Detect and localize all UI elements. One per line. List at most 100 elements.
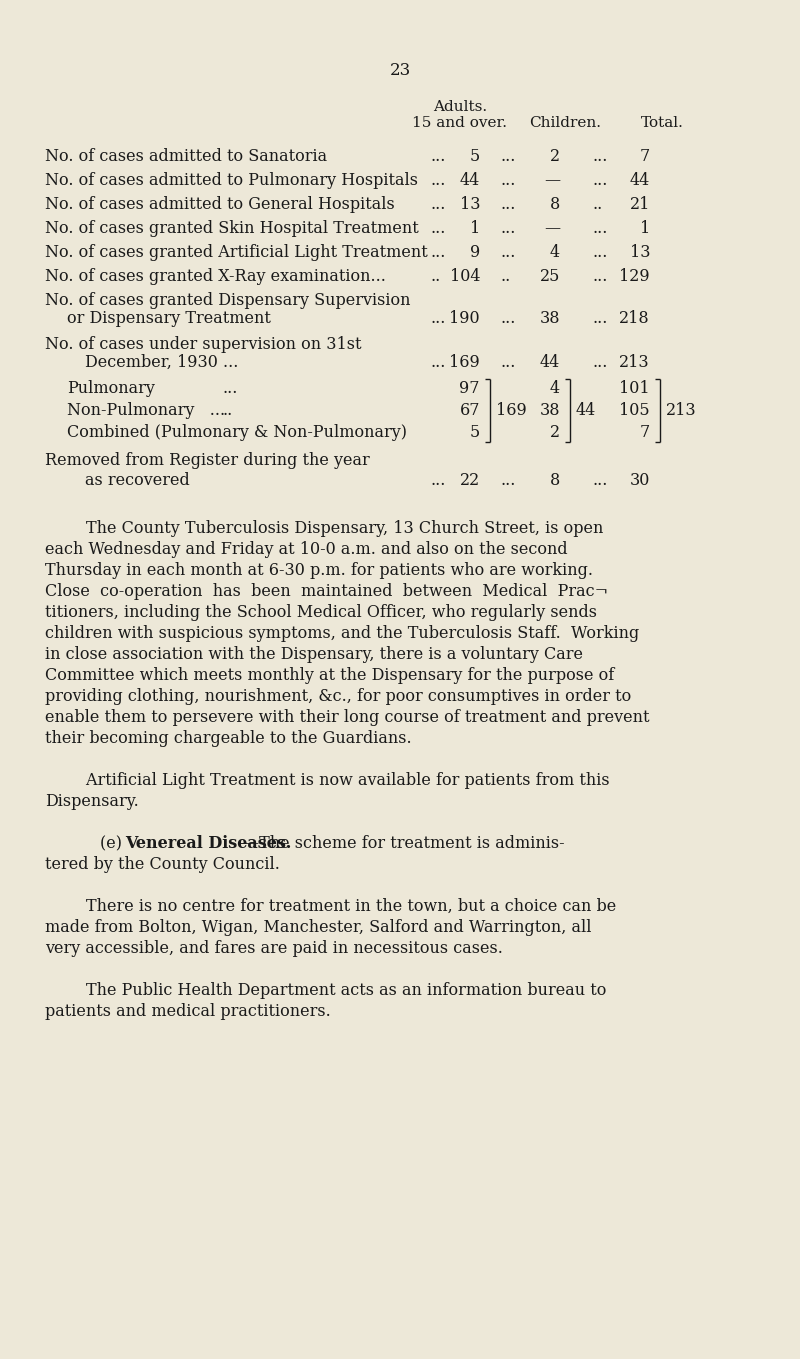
Text: 23: 23 bbox=[390, 63, 410, 79]
Text: 38: 38 bbox=[539, 402, 560, 419]
Text: 8: 8 bbox=[550, 472, 560, 489]
Text: Children.: Children. bbox=[529, 116, 601, 130]
Text: ...: ... bbox=[592, 310, 607, 328]
Text: ...: ... bbox=[592, 353, 607, 371]
Text: ...: ... bbox=[500, 173, 515, 189]
Text: ...: ... bbox=[592, 268, 607, 285]
Text: Committee which meets monthly at the Dispensary for the purpose of: Committee which meets monthly at the Dis… bbox=[45, 667, 614, 684]
Text: patients and medical practitioners.: patients and medical practitioners. bbox=[45, 1003, 330, 1021]
Text: 104: 104 bbox=[450, 268, 480, 285]
Text: ...: ... bbox=[430, 245, 446, 261]
Text: ...: ... bbox=[500, 196, 515, 213]
Text: 2: 2 bbox=[550, 424, 560, 442]
Text: Pulmonary: Pulmonary bbox=[67, 381, 155, 397]
Text: ..: .. bbox=[592, 196, 602, 213]
Text: Artificial Light Treatment is now available for patients from this: Artificial Light Treatment is now availa… bbox=[45, 772, 610, 790]
Text: ...: ... bbox=[430, 196, 446, 213]
Text: No. of cases under supervision on 31st: No. of cases under supervision on 31st bbox=[45, 336, 362, 353]
Text: ...: ... bbox=[592, 472, 607, 489]
Text: providing clothing, nourishment, &c., for poor consumptives in order to: providing clothing, nourishment, &c., fo… bbox=[45, 688, 631, 705]
Text: 15 and over.: 15 and over. bbox=[413, 116, 507, 130]
Text: 44: 44 bbox=[540, 353, 560, 371]
Text: Removed from Register during the year: Removed from Register during the year bbox=[45, 453, 370, 469]
Text: 218: 218 bbox=[619, 310, 650, 328]
Text: There is no centre for treatment in the town, but a choice can be: There is no centre for treatment in the … bbox=[45, 898, 616, 915]
Text: ..: .. bbox=[500, 268, 510, 285]
Text: 7: 7 bbox=[640, 424, 650, 442]
Text: No. of cases granted Skin Hospital Treatment: No. of cases granted Skin Hospital Treat… bbox=[45, 220, 418, 236]
Text: The Public Health Department acts as an information bureau to: The Public Health Department acts as an … bbox=[45, 983, 606, 999]
Text: in close association with the Dispensary, there is a voluntary Care: in close association with the Dispensary… bbox=[45, 646, 583, 663]
Text: 25: 25 bbox=[540, 268, 560, 285]
Text: ...: ... bbox=[430, 353, 446, 371]
Text: ...: ... bbox=[500, 310, 515, 328]
Text: Thursday in each month at 6-30 p.m. for patients who are working.: Thursday in each month at 6-30 p.m. for … bbox=[45, 563, 593, 579]
Text: 5: 5 bbox=[470, 148, 480, 164]
Text: —The scheme for treatment is adminis-: —The scheme for treatment is adminis- bbox=[243, 834, 565, 852]
Text: —: — bbox=[544, 220, 560, 236]
Text: 213: 213 bbox=[666, 402, 697, 419]
Text: or Dispensary Treatment: or Dispensary Treatment bbox=[67, 310, 271, 328]
Text: 8: 8 bbox=[550, 196, 560, 213]
Text: No. of cases granted Dispensary Supervision: No. of cases granted Dispensary Supervis… bbox=[45, 292, 410, 308]
Text: made from Bolton, Wigan, Manchester, Salford and Warrington, all: made from Bolton, Wigan, Manchester, Sal… bbox=[45, 919, 591, 936]
Text: 7: 7 bbox=[640, 148, 650, 164]
Text: ...: ... bbox=[430, 310, 446, 328]
Text: 44: 44 bbox=[576, 402, 596, 419]
Text: 13: 13 bbox=[459, 196, 480, 213]
Text: 38: 38 bbox=[539, 310, 560, 328]
Text: —: — bbox=[544, 173, 560, 189]
Text: as recovered: as recovered bbox=[85, 472, 190, 489]
Text: 4: 4 bbox=[550, 381, 560, 397]
Text: ...: ... bbox=[592, 245, 607, 261]
Text: 2: 2 bbox=[550, 148, 560, 164]
Text: ...: ... bbox=[430, 173, 446, 189]
Text: ...: ... bbox=[500, 353, 515, 371]
Text: Total.: Total. bbox=[641, 116, 683, 130]
Text: ...: ... bbox=[500, 245, 515, 261]
Text: 213: 213 bbox=[619, 353, 650, 371]
Text: ...: ... bbox=[430, 148, 446, 164]
Text: 101: 101 bbox=[619, 381, 650, 397]
Text: 129: 129 bbox=[619, 268, 650, 285]
Text: ...: ... bbox=[430, 220, 446, 236]
Text: 30: 30 bbox=[630, 472, 650, 489]
Text: 1: 1 bbox=[640, 220, 650, 236]
Text: children with suspicious symptoms, and the Tuberculosis Staff.  Working: children with suspicious symptoms, and t… bbox=[45, 625, 639, 641]
Text: ...: ... bbox=[430, 472, 446, 489]
Text: 1: 1 bbox=[470, 220, 480, 236]
Text: No. of cases granted Artificial Light Treatment: No. of cases granted Artificial Light Tr… bbox=[45, 245, 428, 261]
Text: 190: 190 bbox=[450, 310, 480, 328]
Text: 44: 44 bbox=[630, 173, 650, 189]
Text: 22: 22 bbox=[460, 472, 480, 489]
Text: 169: 169 bbox=[496, 402, 526, 419]
Text: Dispensary.: Dispensary. bbox=[45, 794, 138, 810]
Text: 97: 97 bbox=[459, 381, 480, 397]
Text: No. of cases granted X-Ray examination...: No. of cases granted X-Ray examination..… bbox=[45, 268, 386, 285]
Text: ...: ... bbox=[592, 148, 607, 164]
Text: 169: 169 bbox=[450, 353, 480, 371]
Text: their becoming chargeable to the Guardians.: their becoming chargeable to the Guardia… bbox=[45, 730, 412, 747]
Text: 105: 105 bbox=[619, 402, 650, 419]
Text: No. of cases admitted to Pulmonary Hospitals: No. of cases admitted to Pulmonary Hospi… bbox=[45, 173, 418, 189]
Text: 44: 44 bbox=[460, 173, 480, 189]
Text: ...: ... bbox=[592, 173, 607, 189]
Text: No. of cases admitted to Sanatoria: No. of cases admitted to Sanatoria bbox=[45, 148, 327, 164]
Text: very accessible, and fares are paid in necessitous cases.: very accessible, and fares are paid in n… bbox=[45, 940, 503, 957]
Text: tered by the County Council.: tered by the County Council. bbox=[45, 856, 280, 872]
Text: (e): (e) bbox=[100, 834, 127, 852]
Text: enable them to persevere with their long course of treatment and prevent: enable them to persevere with their long… bbox=[45, 709, 650, 726]
Text: Combined (Pulmonary & Non-Pulmonary): Combined (Pulmonary & Non-Pulmonary) bbox=[67, 424, 407, 442]
Text: ...: ... bbox=[222, 381, 238, 397]
Text: 4: 4 bbox=[550, 245, 560, 261]
Text: Non-Pulmonary   ...: Non-Pulmonary ... bbox=[67, 402, 225, 419]
Text: 9: 9 bbox=[470, 245, 480, 261]
Text: December, 1930 ...: December, 1930 ... bbox=[85, 353, 238, 371]
Text: 5: 5 bbox=[470, 424, 480, 442]
Text: ...: ... bbox=[500, 472, 515, 489]
Text: Close  co-operation  has  been  maintained  between  Medical  Prac¬: Close co-operation has been maintained b… bbox=[45, 583, 608, 601]
Text: No. of cases admitted to General Hospitals: No. of cases admitted to General Hospita… bbox=[45, 196, 394, 213]
Text: ...: ... bbox=[500, 148, 515, 164]
Text: Adults.: Adults. bbox=[433, 101, 487, 114]
Text: 13: 13 bbox=[630, 245, 650, 261]
